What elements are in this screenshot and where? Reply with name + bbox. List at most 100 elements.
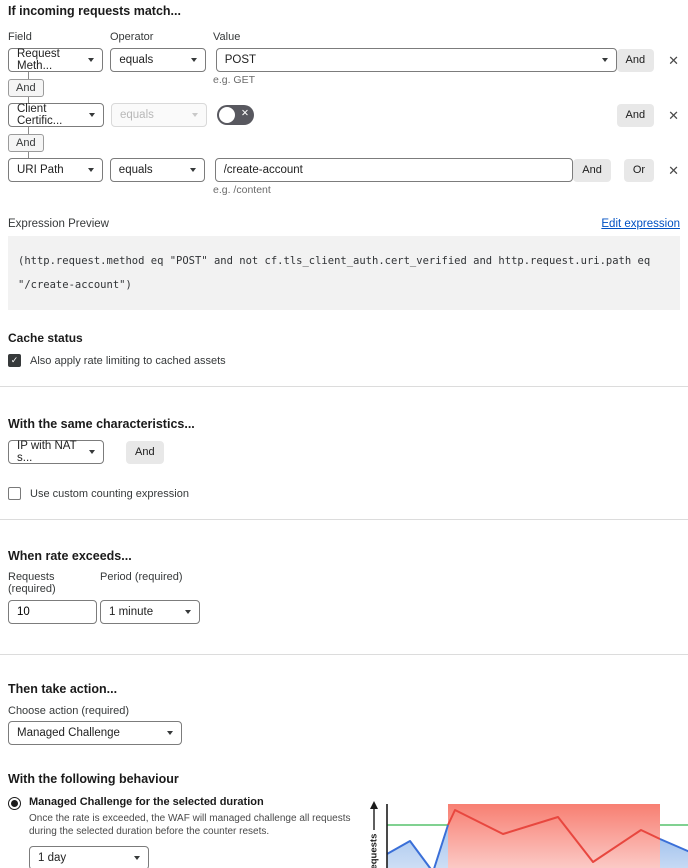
custom-counting-checkbox[interactable] <box>8 487 21 500</box>
action-duration-band <box>448 804 660 868</box>
section-divider <box>0 519 688 520</box>
behaviour-options: Managed Challenge for the selected durat… <box>8 796 360 868</box>
period-select[interactable]: 1 minute <box>100 600 200 624</box>
add-and-condition-button-3[interactable]: And <box>573 158 611 182</box>
requests-area-right <box>660 839 688 868</box>
value-hint-3: e.g. /content <box>213 184 271 196</box>
field-select-3[interactable]: URI Path <box>8 158 103 182</box>
cache-status-title: Cache status <box>8 331 83 345</box>
characteristic-select-value: IP with NAT s... <box>17 440 77 464</box>
chevron-down-icon <box>167 731 173 735</box>
edit-expression-link[interactable]: Edit expression <box>601 218 680 230</box>
field-select-1-value: Request Meth... <box>17 48 60 72</box>
duration-select[interactable]: 1 day <box>29 846 149 868</box>
operator-select-1[interactable]: equals <box>110 48 206 72</box>
field-select-2-value: Client Certific... <box>17 103 63 127</box>
field-select-2[interactable]: Client Certific... <box>8 103 104 127</box>
add-or-condition-button-3[interactable]: Or <box>623 158 655 182</box>
remove-condition-button-1[interactable]: ✕ <box>667 54 680 67</box>
value-select-1[interactable]: POST <box>215 48 617 72</box>
add-characteristic-button[interactable]: And <box>126 440 164 464</box>
connector-line <box>28 151 29 158</box>
expression-code: (http.request.method eq "POST" and not c… <box>8 236 680 310</box>
expression-preview-label: Expression Preview <box>8 218 109 230</box>
chevron-down-icon <box>89 450 95 454</box>
add-and-condition-button-2[interactable]: And <box>616 103 655 127</box>
toggle-knob <box>219 107 235 123</box>
requests-input[interactable] <box>8 600 97 624</box>
toggle-off-icon: ✕ <box>241 108 249 119</box>
behaviour-section-title: With the following behaviour <box>8 772 179 786</box>
duration-select-value: 1 day <box>38 852 67 864</box>
add-and-condition-button-1[interactable]: And <box>616 48 655 72</box>
action-section-title: Then take action... <box>8 682 118 696</box>
chevron-down-icon <box>134 856 140 860</box>
rate-section-title: When rate exceeds... <box>8 549 132 563</box>
cache-assets-checkbox[interactable]: ✓ <box>8 354 21 367</box>
match-row-1: Request Meth... equals POST e.g. GET And… <box>8 48 680 86</box>
remove-condition-button-3[interactable]: ✕ <box>667 164 680 177</box>
and-connector-badge-1: And <box>8 78 44 97</box>
behaviour-chart: Requests Time Action duration <box>360 796 688 868</box>
condition-connector-1: And <box>8 72 680 103</box>
value-hint-1: e.g. GET <box>213 74 256 86</box>
condition-connector-2: And <box>8 127 680 158</box>
duration-option-label: Managed Challenge for the selected durat… <box>29 796 264 808</box>
chevron-down-icon <box>189 168 196 172</box>
match-row-2: Client Certific... equals ✕ And ✕ <box>8 103 680 127</box>
requests-line-exceeding <box>447 809 661 863</box>
chevron-down-icon <box>88 58 95 62</box>
period-label: Period (required) <box>100 571 183 583</box>
close-icon: ✕ <box>668 52 680 68</box>
chevron-down-icon <box>601 58 608 62</box>
close-icon: ✕ <box>668 162 679 178</box>
section-divider <box>0 386 688 387</box>
match-section-title: If incoming requests match... <box>8 4 181 18</box>
chevron-down-icon <box>190 58 197 62</box>
cert-verified-toggle[interactable]: ✕ <box>217 105 254 125</box>
match-column-labels: Field Operator Value <box>8 31 680 43</box>
action-select-value: Managed Challenge <box>17 727 120 739</box>
behaviour-option-duration: Managed Challenge for the selected durat… <box>8 796 360 868</box>
operator-select-2-value: equals <box>120 109 154 121</box>
value-select-1-value: POST <box>224 54 257 66</box>
duration-radio[interactable] <box>8 797 21 810</box>
value-input-3[interactable] <box>214 158 574 182</box>
characteristics-section-title: With the same characteristics... <box>8 417 195 431</box>
field-column-label: Field <box>8 31 32 43</box>
action-select[interactable]: Managed Challenge <box>8 721 182 745</box>
field-select-1[interactable]: Request Meth... <box>8 48 104 72</box>
connector-line <box>28 72 29 79</box>
requests-label: Requests (required) <box>8 571 56 595</box>
operator-select-2-disabled: equals <box>111 103 207 127</box>
requests-area-left <box>387 825 448 868</box>
and-connector-badge-2: And <box>8 133 44 152</box>
match-row-3: URI Path equals e.g. /content And Or ✕ <box>8 158 680 196</box>
requests-over-time-chart: Requests Time Action duration <box>369 801 688 868</box>
duration-option-description: Once the rate is exceeded, the WAF will … <box>29 813 351 837</box>
custom-counting-checkbox-label: Use custom counting expression <box>30 487 189 500</box>
section-divider <box>0 654 688 655</box>
requests-line-normal-right <box>659 838 688 853</box>
y-axis-arrow-icon <box>370 801 378 809</box>
field-select-3-value: URI Path <box>17 164 64 176</box>
period-select-value: 1 minute <box>109 606 154 618</box>
operator-select-3[interactable]: equals <box>109 158 205 182</box>
chevron-down-icon <box>89 113 95 117</box>
operator-select-3-value: equals <box>118 164 153 176</box>
remove-condition-button-2[interactable]: ✕ <box>667 109 680 122</box>
operator-column-label: Operator <box>110 31 154 43</box>
chevron-down-icon <box>185 610 191 614</box>
requests-line-normal-left <box>386 824 449 868</box>
choose-action-label: Choose action (required) <box>8 705 130 717</box>
y-axis-label: Requests <box>369 834 380 868</box>
value-column-label: Value <box>213 31 241 43</box>
chevron-down-icon <box>192 113 198 117</box>
connector-line <box>28 127 29 134</box>
characteristic-select[interactable]: IP with NAT s... <box>8 440 104 464</box>
operator-select-1-value: equals <box>119 54 154 66</box>
connector-line <box>28 96 29 103</box>
cache-assets-checkbox-label: Also apply rate limiting to cached asset… <box>30 354 226 367</box>
chevron-down-icon <box>87 168 94 172</box>
